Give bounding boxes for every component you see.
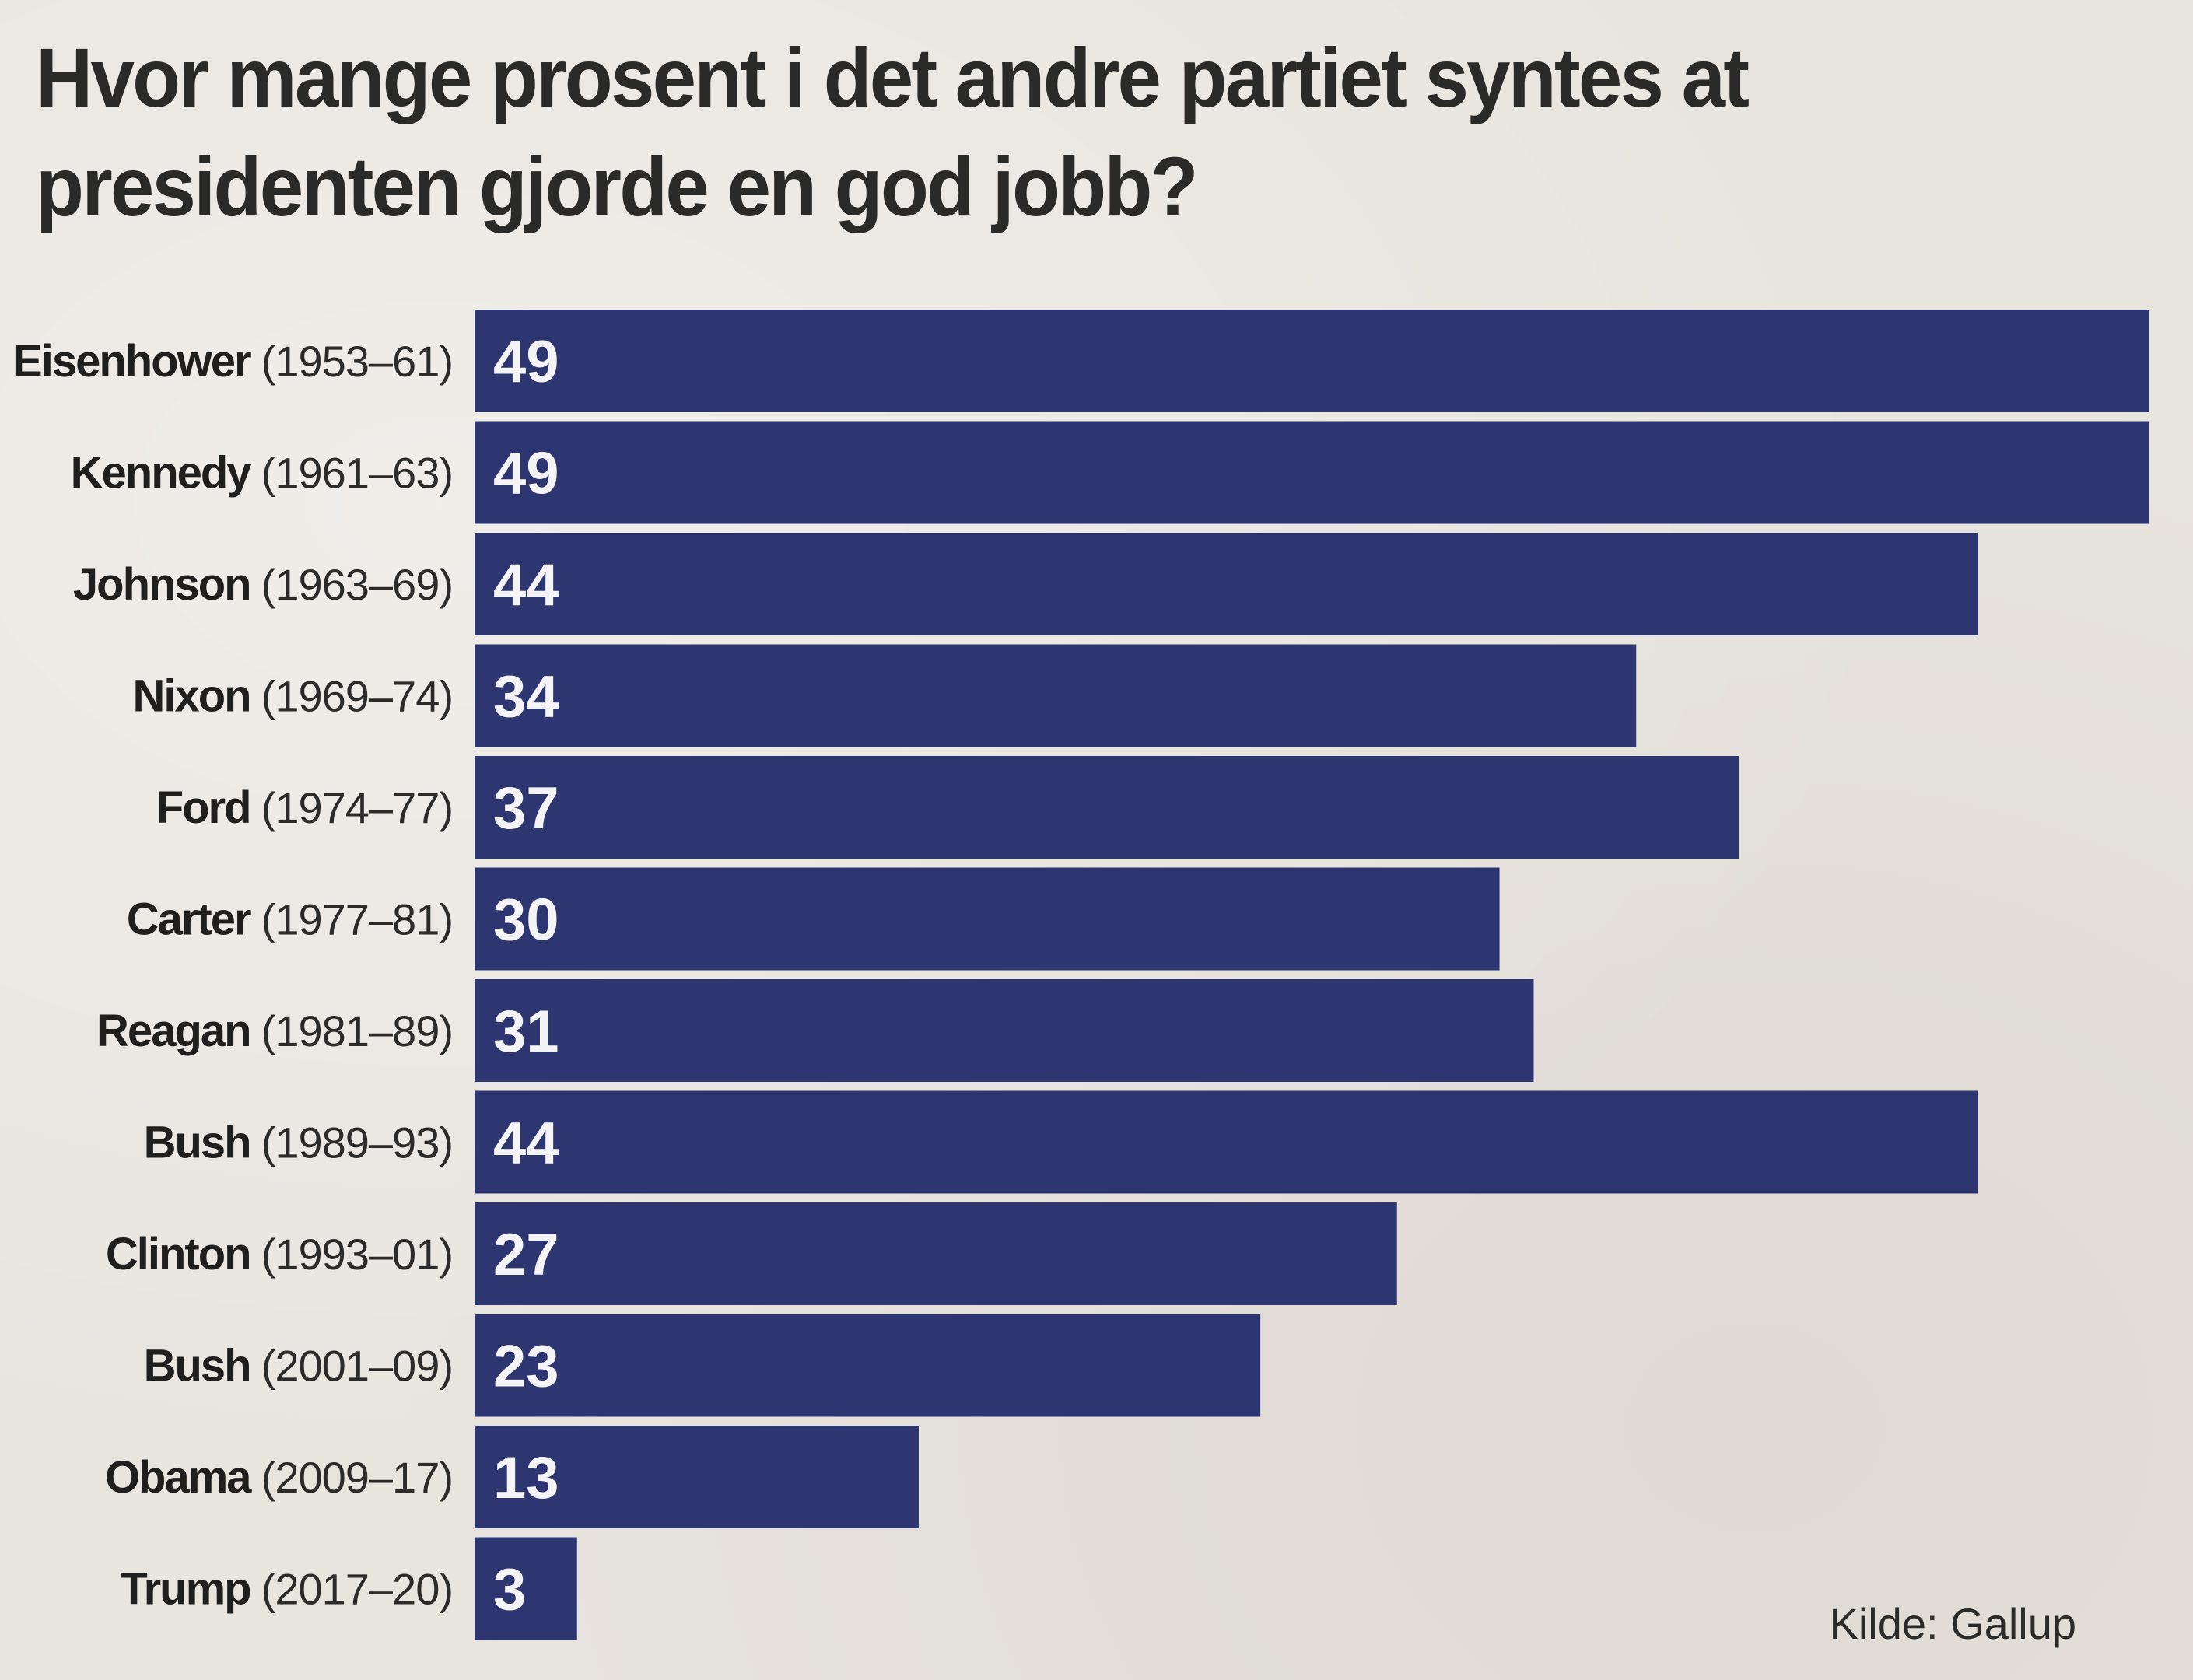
- president-name: Obama: [105, 1452, 261, 1503]
- category-label: Clinton (1993–01): [106, 1229, 453, 1279]
- bar-johnson-2: [475, 533, 1978, 635]
- category-label: Carter (1977–81): [127, 894, 453, 945]
- bar-reagan-6: [475, 979, 1534, 1082]
- president-name: Bush: [144, 1118, 261, 1168]
- president-name: Reagan: [96, 1006, 261, 1056]
- category-label: Nixon (1969–74): [132, 671, 453, 722]
- term-years: (2001–09): [261, 1342, 453, 1391]
- bar-clinton-8: [475, 1202, 1397, 1305]
- term-years: (1977–81): [261, 895, 453, 944]
- president-name: Carter: [127, 894, 261, 945]
- chart-title: Hvor mange prosent i det andre partiet s…: [36, 30, 1750, 233]
- bar-ford-4: [475, 756, 1739, 859]
- president-name: Bush: [144, 1341, 261, 1391]
- bar-nixon-3: [475, 644, 1637, 747]
- bar-value-label: 37: [493, 775, 559, 842]
- bar-value-label: 30: [493, 887, 559, 954]
- bar-value-label: 27: [493, 1222, 559, 1288]
- president-name: Nixon: [132, 671, 261, 722]
- term-years: (1953–61): [261, 337, 453, 386]
- term-years: (1969–74): [261, 672, 453, 721]
- president-name: Kennedy: [71, 448, 261, 499]
- category-label: Ford (1974–77): [156, 782, 453, 833]
- bar-bush-9: [475, 1314, 1261, 1417]
- bar-value-label: 23: [493, 1334, 559, 1400]
- bar-bush-7: [475, 1090, 1978, 1194]
- category-label: Johnson (1963–69): [73, 559, 453, 610]
- source-note: Kilde: Gallup: [1829, 1599, 2076, 1648]
- category-label: Bush (2001–09): [144, 1341, 453, 1391]
- term-years: (2009–17): [261, 1453, 453, 1502]
- president-name: Eisenhower: [12, 336, 261, 387]
- term-years: (1961–63): [261, 449, 453, 498]
- bar-trump-11: [475, 1537, 577, 1640]
- bar-carter-5: [475, 867, 1500, 971]
- term-years: (1963–69): [261, 560, 453, 609]
- term-years: (1974–77): [261, 783, 453, 832]
- bar-eisenhower-0: [475, 310, 2149, 412]
- president-name: Trump: [120, 1564, 261, 1615]
- bar-obama-10: [475, 1426, 919, 1528]
- term-years: (1993–01): [261, 1230, 453, 1279]
- category-label: Obama (2009–17): [105, 1452, 453, 1503]
- bar-value-label: 44: [493, 552, 559, 618]
- bar-value-label: 13: [493, 1445, 559, 1511]
- bar-value-label: 49: [493, 441, 559, 507]
- category-label: Reagan (1981–89): [96, 1006, 453, 1056]
- bar-value-label: 3: [493, 1557, 526, 1623]
- term-years: (1989–93): [261, 1118, 453, 1167]
- bar-value-label: 31: [493, 999, 559, 1065]
- president-name: Clinton: [106, 1229, 261, 1279]
- bar-value-label: 34: [493, 664, 559, 730]
- category-label: Eisenhower (1953–61): [12, 336, 453, 387]
- bar-kennedy-1: [475, 421, 2149, 524]
- president-name: Ford: [156, 782, 261, 833]
- category-label: Kennedy (1961–63): [71, 448, 453, 499]
- term-years: (2017–20): [261, 1565, 453, 1614]
- category-label: Bush (1989–93): [144, 1118, 453, 1168]
- president-name: Johnson: [73, 559, 261, 610]
- bar-value-label: 44: [493, 1111, 559, 1177]
- term-years: (1981–89): [261, 1006, 453, 1055]
- bar-value-label: 49: [493, 329, 559, 395]
- category-label: Trump (2017–20): [120, 1564, 453, 1615]
